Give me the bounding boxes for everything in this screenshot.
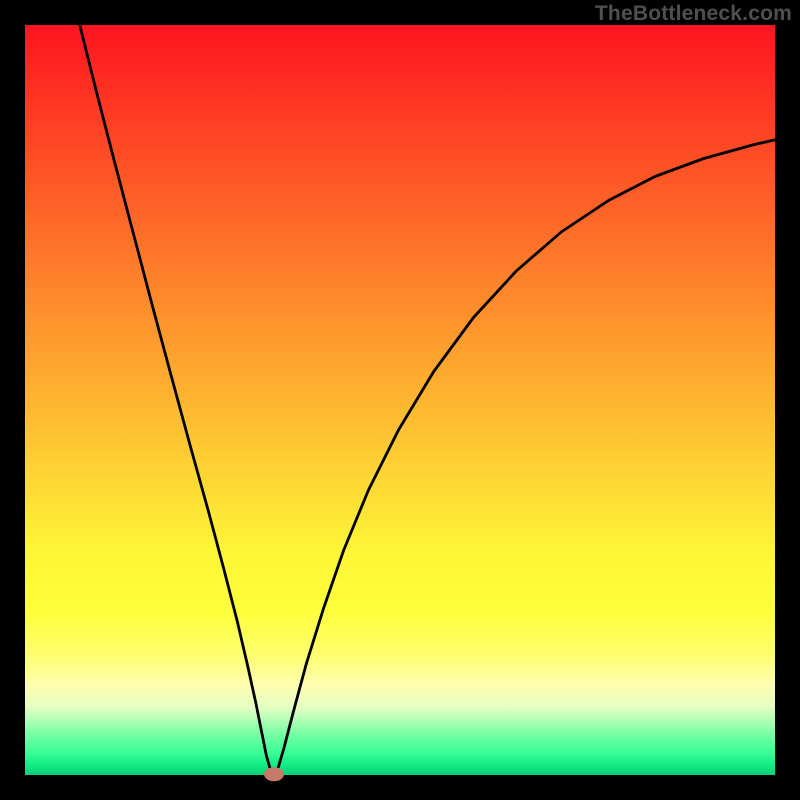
optimal-point-marker: [264, 767, 284, 781]
chart-container: TheBottleneck.com: [0, 0, 800, 800]
chart-background: [25, 25, 775, 775]
bottleneck-curve-chart: [0, 0, 800, 800]
